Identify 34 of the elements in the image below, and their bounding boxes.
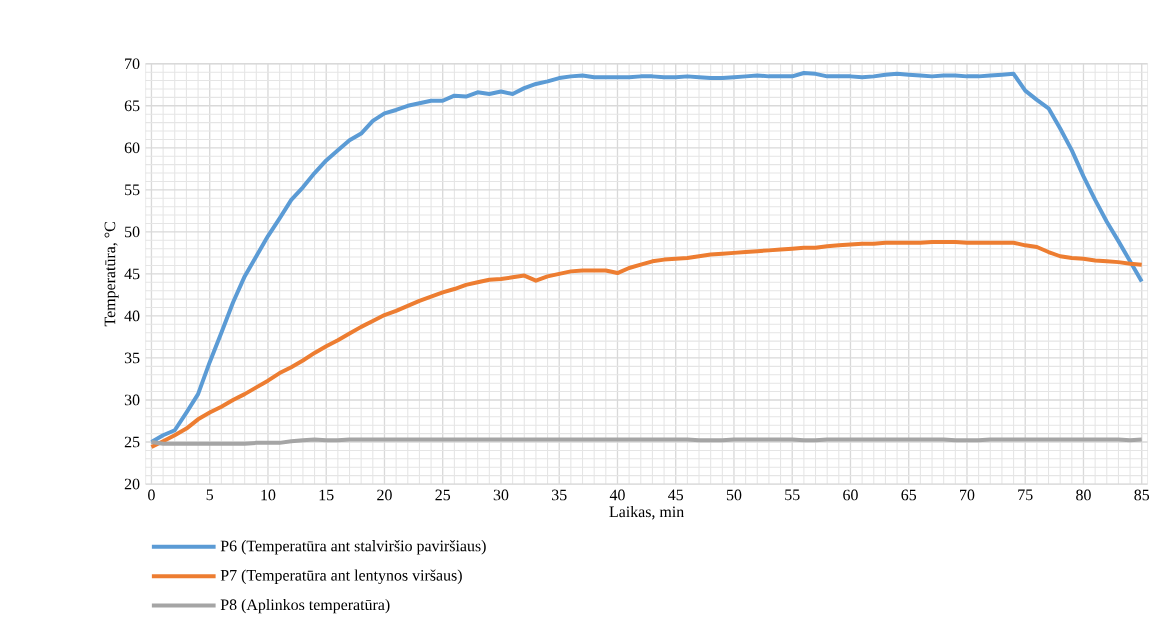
x-tick-label: 35 [552, 489, 567, 501]
y-tick-label: 25 [124, 436, 140, 448]
x-tick-label: 15 [319, 489, 334, 501]
legend-label: P6 (Temperatūra ant stalviršio paviršiaus) [220, 540, 486, 555]
legend-label: P7 (Temperatūra ant lentynos viršaus) [220, 569, 462, 585]
x-tick-label: 80 [1076, 489, 1091, 501]
y-tick-label: 55 [125, 184, 140, 196]
x-tick-label: 55 [785, 489, 800, 501]
x-tick-label: 30 [493, 489, 509, 501]
y-tick-label: 20 [124, 478, 140, 490]
x-tick-label: 0 [148, 489, 155, 501]
legend-label: P8 (Aplinkos temperatūra) [220, 599, 390, 614]
y-tick-label: 70 [125, 58, 140, 70]
x-tick-label: 20 [377, 489, 392, 501]
y-axis-title: Temperatūra, °C [104, 222, 119, 327]
x-tick-label: 65 [901, 489, 917, 501]
x-tick-label: 40 [609, 489, 625, 501]
x-tick-label: 75 [1018, 489, 1033, 501]
x-tick-label: 25 [435, 489, 451, 501]
x-tick-label: 45 [668, 489, 684, 501]
x-tick-label: 5 [206, 489, 214, 501]
y-tick-label: 40 [124, 310, 140, 322]
y-tick-label: 50 [125, 226, 140, 238]
y-tick-label: 35 [124, 352, 140, 364]
x-tick-label: 70 [960, 489, 975, 501]
x-tick-label: 60 [843, 489, 858, 501]
x-tick-label: 50 [726, 489, 742, 501]
y-tick-label: 65 [124, 100, 140, 112]
x-axis-title: Laikas, min [609, 506, 684, 520]
y-tick-label: 30 [124, 394, 140, 406]
x-tick-label: 85 [1134, 489, 1150, 501]
y-tick-label: 45 [124, 268, 140, 280]
y-tick-label: 60 [124, 142, 140, 154]
x-tick-label: 10 [261, 489, 276, 501]
